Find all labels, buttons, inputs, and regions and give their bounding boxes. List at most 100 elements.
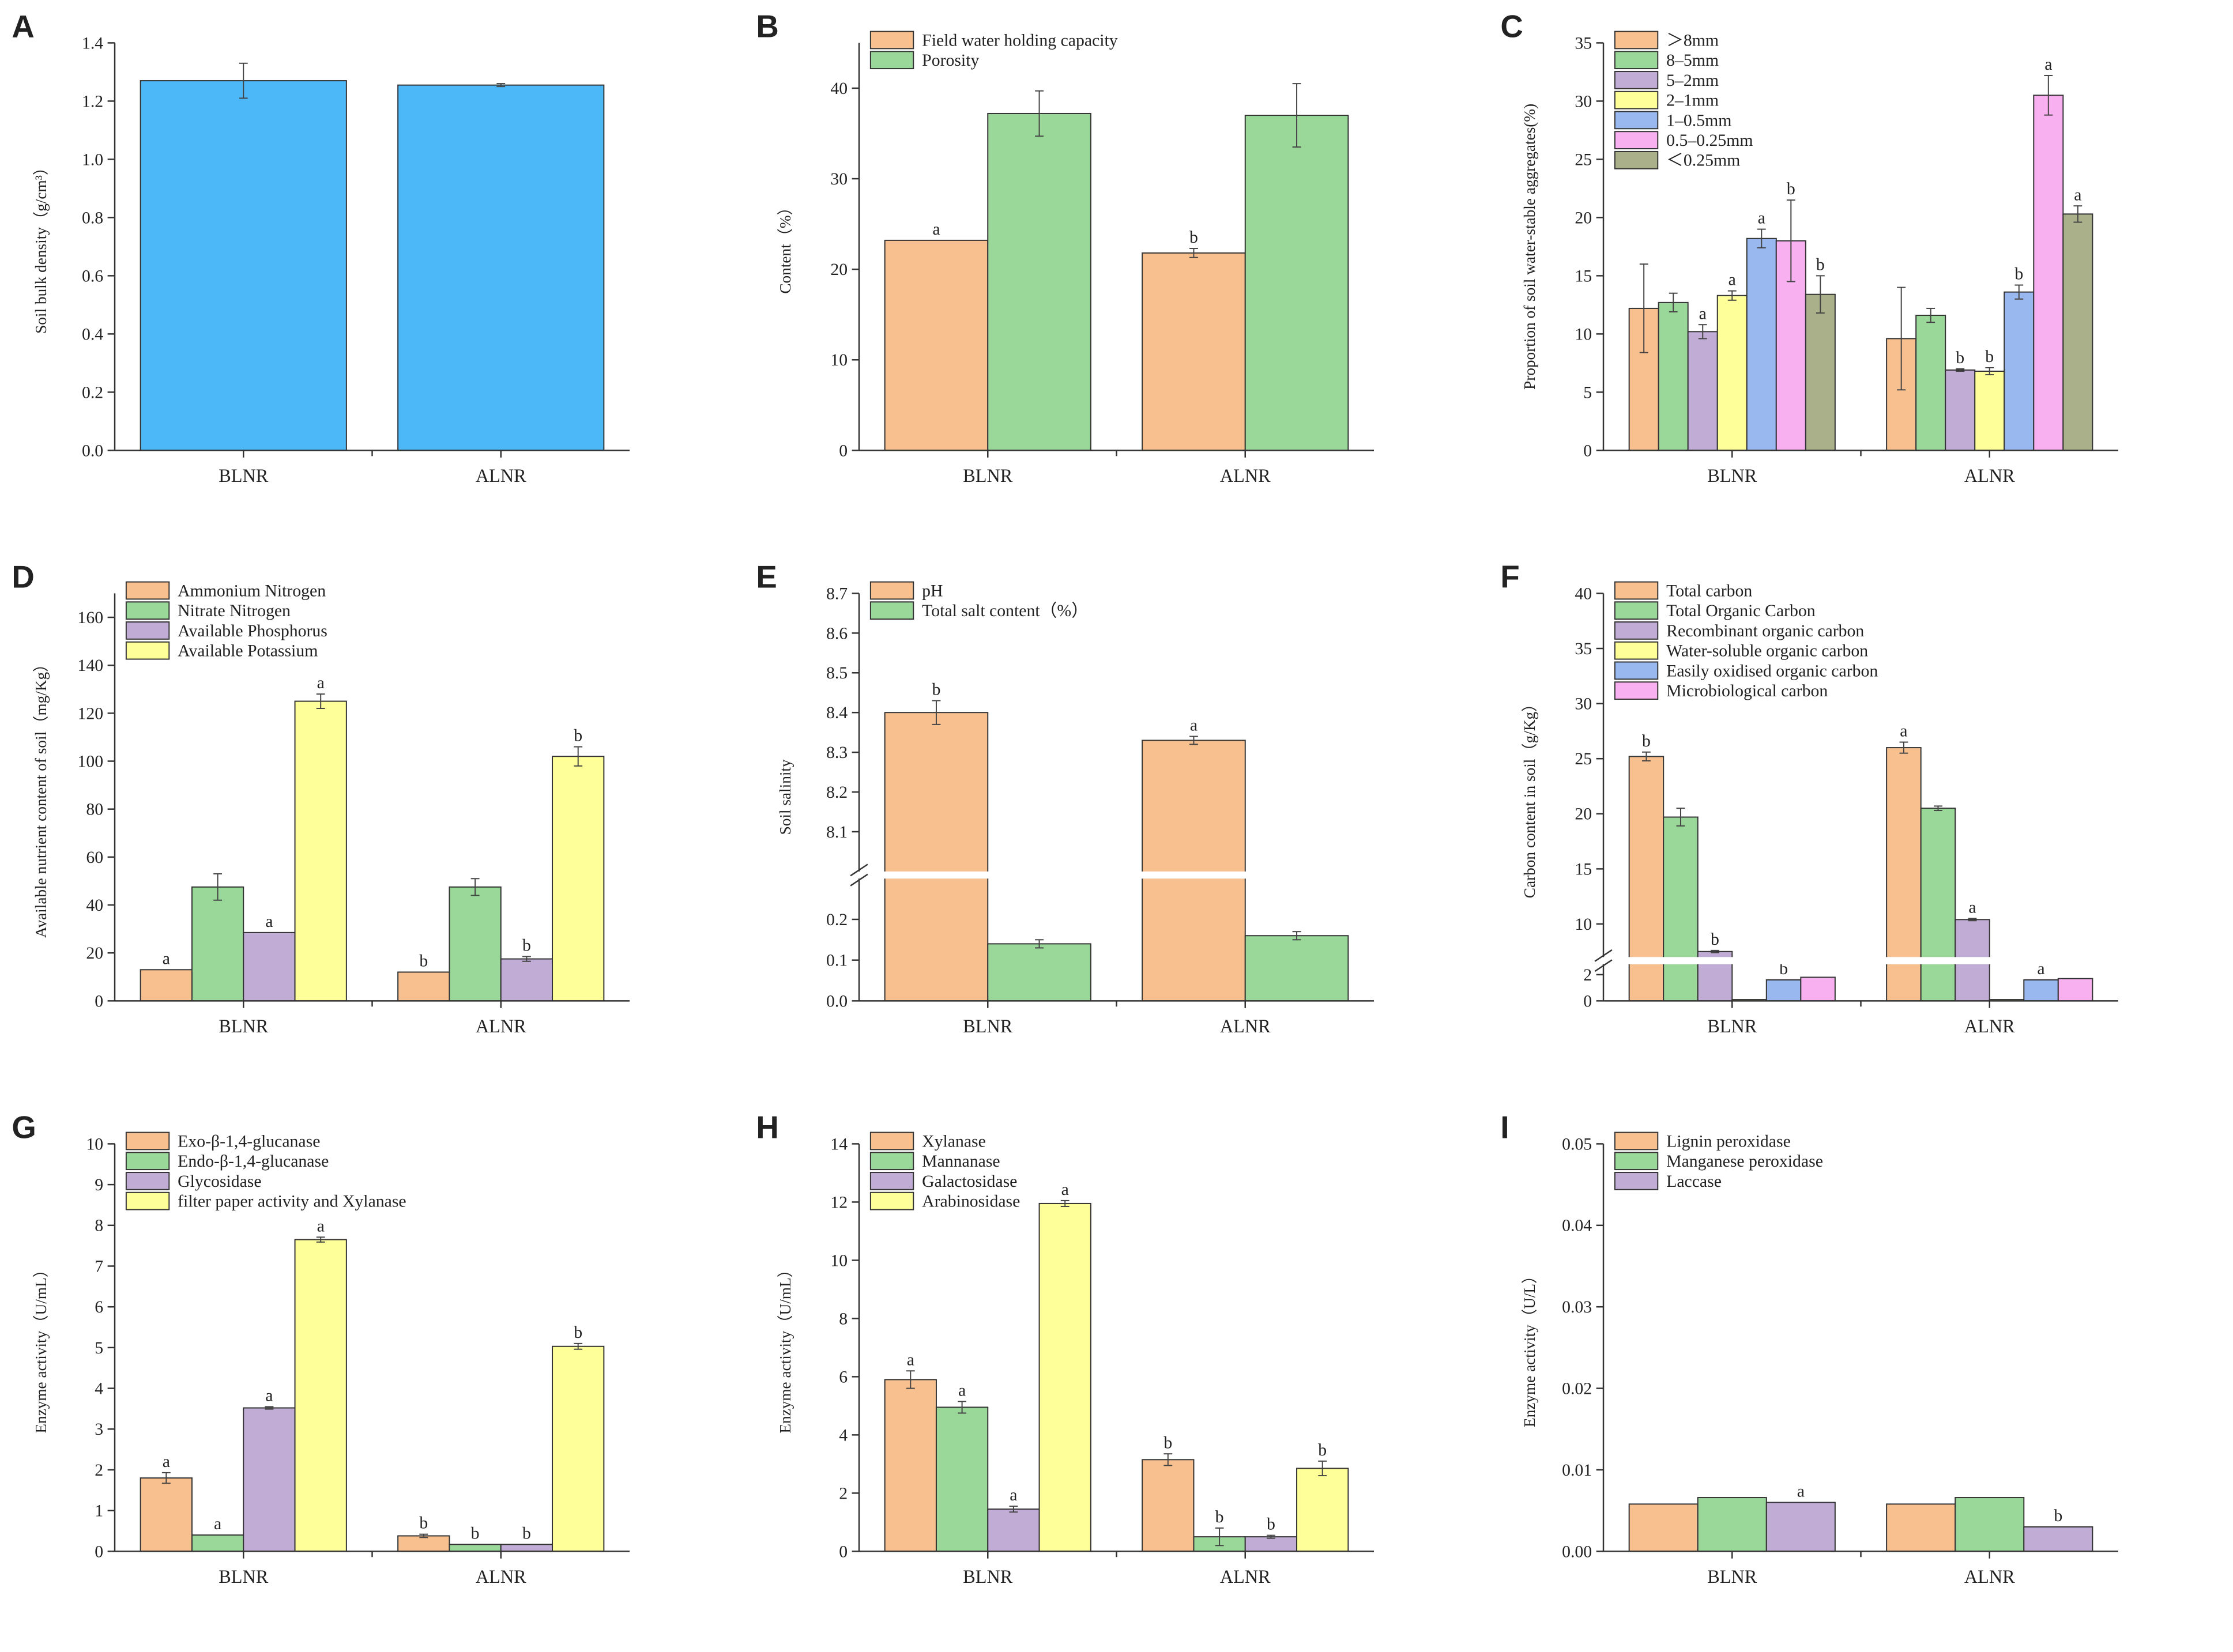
bar (243, 931, 296, 1002)
legend-swatch (1614, 641, 1659, 660)
x-tick-label: BLNR (1707, 1016, 1757, 1036)
bar (397, 1535, 450, 1552)
bar (884, 712, 989, 1002)
x-tick-label: ALNR (476, 1016, 526, 1036)
significance-letter: a (214, 1514, 221, 1533)
y-tick-label: 0.0 (826, 991, 848, 1010)
significance-letter: a (1699, 304, 1707, 323)
legend-swatch (1614, 581, 1659, 600)
bar (140, 1477, 193, 1552)
y-tick-label: 35 (1575, 639, 1592, 658)
y-tick-label: 0 (839, 1542, 848, 1561)
legend-label: 5–2mm (1666, 71, 1719, 90)
bar (1038, 1202, 1091, 1552)
legend-swatch (869, 1152, 914, 1171)
significance-letter: a (1797, 1482, 1805, 1501)
legend-swatch (869, 601, 914, 620)
panel-E: E Soil salinity b BLNR a ALNR 0.0 0.1 0.2 8.1 8.2 8… (744, 550, 1489, 1101)
y-tick-label: 30 (830, 169, 848, 188)
x-tick-label: ALNR (1964, 1016, 2015, 1036)
y-tick-label: 8.1 (826, 823, 848, 842)
significance-letter: b (1215, 1507, 1224, 1526)
x-tick-label: BLNR (963, 1566, 1012, 1587)
panel-G: G Enzyme activity（U/mL） a a a a BLNR b b b b ALNR 0 1… (0, 1101, 744, 1651)
bar (552, 1345, 605, 1552)
bar (500, 1544, 553, 1552)
y-tick-label: 1 (95, 1502, 103, 1521)
chart-I: I Enzyme activity（U/L） a BLNR b ALNR 0.00 0.01 0… (1500, 1110, 2118, 1587)
legend-swatch (125, 581, 170, 600)
y-axis-label: Enzyme activity（U/mL） (32, 1262, 50, 1434)
bar (987, 112, 1091, 451)
panel-I: I Enzyme activity（U/L） a BLNR b ALNR 0.00 0.01 0… (1489, 1101, 2233, 1651)
y-tick-label: 20 (1575, 208, 1592, 227)
bar (1244, 1536, 1298, 1552)
legend-swatch (125, 1131, 170, 1151)
legend-label: Water-soluble organic carbon (1666, 642, 1868, 661)
significance-letter: b (1189, 228, 1198, 247)
y-tick-label: 3 (95, 1420, 103, 1439)
y-tick-label: 0.03 (1562, 1298, 1592, 1317)
significance-letter: b (419, 952, 428, 971)
y-tick-label: 6 (839, 1367, 848, 1386)
bar (1296, 1468, 1349, 1552)
legend-swatch (869, 581, 914, 600)
y-tick-label: 8 (95, 1216, 103, 1235)
y-tick-label: 10 (830, 350, 848, 369)
significance-letter: a (2074, 185, 2081, 204)
legend-label: Manganese peroxidase (1666, 1152, 1823, 1171)
y-tick-label: 0.4 (82, 325, 103, 344)
bar (191, 1534, 244, 1552)
bar (397, 84, 605, 451)
significance-letter: b (1163, 1433, 1172, 1452)
legend-label: Porosity (922, 51, 979, 70)
bar (987, 1508, 1040, 1552)
bar (1697, 1497, 1767, 1552)
y-tick-label: 10 (1575, 915, 1592, 934)
y-tick-label: 14 (830, 1134, 848, 1153)
legend-swatch (1614, 1152, 1659, 1171)
y-axis-label: Enzyme activity（U/mL） (777, 1262, 794, 1434)
legend-label: Easily oxidised organic carbon (1666, 661, 1878, 680)
legend-swatch (1614, 1172, 1659, 1190)
y-tick-label: 40 (1575, 584, 1592, 603)
y-tick-label: 0 (839, 441, 848, 460)
significance-letter: a (1968, 897, 1976, 916)
significance-letter: b (419, 1514, 428, 1533)
panel-label: H (756, 1110, 778, 1145)
legend-swatch (869, 31, 914, 50)
significance-letter: b (574, 1323, 582, 1342)
x-tick-label: ALNR (476, 465, 526, 486)
legend-label: Total carbon (1666, 581, 1752, 600)
y-tick-label: 12 (830, 1193, 848, 1212)
y-tick-label: 0.04 (1562, 1216, 1592, 1235)
y-tick-label: 10 (830, 1251, 848, 1270)
legend-label: Recombinant organic carbon (1666, 621, 1864, 640)
y-tick-label: 0 (95, 991, 103, 1010)
y-axis-label: Proportion of soil water-stable aggregat… (1521, 104, 1538, 390)
bar (294, 700, 347, 1002)
legend-label: Arabinosidase (922, 1192, 1020, 1211)
significance-letter: b (522, 936, 531, 955)
y-axis-label: Carbon content in soil（g/Kg） (1521, 696, 1538, 899)
y-tick-label: 1.4 (82, 33, 103, 52)
legend-label: Total salt content（%） (922, 601, 1089, 620)
legend-label: Lignin peroxidase (1666, 1131, 1791, 1151)
y-tick-label: 40 (830, 79, 848, 98)
y-tick-label: 6 (95, 1298, 103, 1317)
bar (884, 1379, 937, 1552)
legend-label: 0.5–0.25mm (1666, 131, 1753, 150)
significance-letter: a (2044, 55, 2052, 74)
significance-letter: b (574, 726, 582, 745)
panel-label: A (12, 9, 34, 44)
bar (2004, 291, 2035, 451)
legend-label: filter paper activity and Xylanase (178, 1192, 406, 1211)
significance-letter: b (1642, 731, 1651, 750)
legend-label: Glycosidase (178, 1172, 261, 1191)
y-tick-label: 0.1 (826, 951, 848, 970)
y-tick-label: 120 (78, 704, 104, 723)
legend-swatch (869, 1172, 914, 1190)
panel-label: E (756, 559, 777, 594)
legend-swatch (869, 1191, 914, 1210)
